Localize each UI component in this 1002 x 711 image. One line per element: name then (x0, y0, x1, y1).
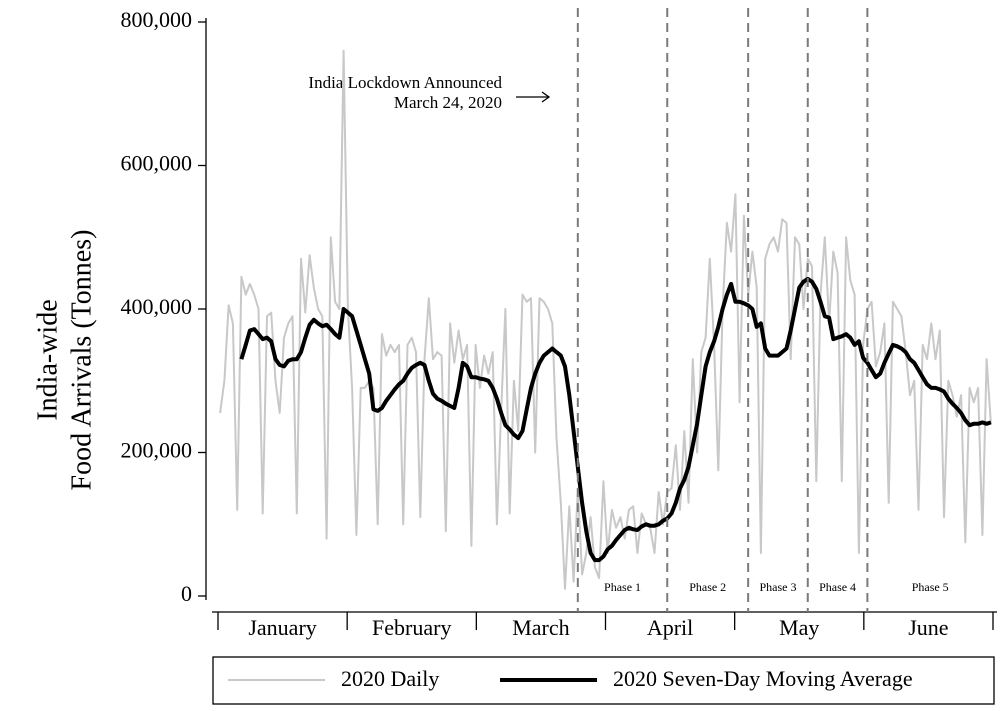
x-tick-label: June (908, 615, 948, 640)
y-tick-label: 800,000 (121, 7, 193, 32)
annotation: India Lockdown Announced (308, 73, 502, 92)
data-line (219, 49, 992, 590)
annotation: March 24, 2020 (394, 93, 502, 112)
y-axis-title: India-wide (32, 299, 63, 420)
y-tick-label: 400,000 (121, 294, 193, 319)
y-tick-label: 600,000 (121, 151, 193, 176)
phase-label: Phase 4 (819, 580, 856, 594)
phase-label: Phase 3 (759, 580, 796, 594)
x-tick-label: February (372, 615, 451, 640)
y-tick-label: 200,000 (121, 438, 193, 463)
y-axis-title: Food Arrivals (Tonnes) (66, 230, 97, 491)
x-tick-label: May (779, 615, 819, 640)
x-tick-label: April (647, 615, 693, 640)
x-tick-label: January (248, 615, 316, 640)
data-line (239, 276, 992, 563)
annotation-arrow (516, 91, 551, 103)
y-tick-label: 0 (181, 581, 192, 606)
legend-label: 2020 Seven-Day Moving Average (613, 666, 913, 691)
legend-box (212, 656, 995, 705)
legend-label: 2020 Daily (341, 666, 439, 691)
phase-label: Phase 5 (912, 580, 949, 594)
phase-label: Phase 1 (604, 580, 641, 594)
x-tick-label: March (512, 615, 569, 640)
phase-label: Phase 2 (689, 580, 726, 594)
